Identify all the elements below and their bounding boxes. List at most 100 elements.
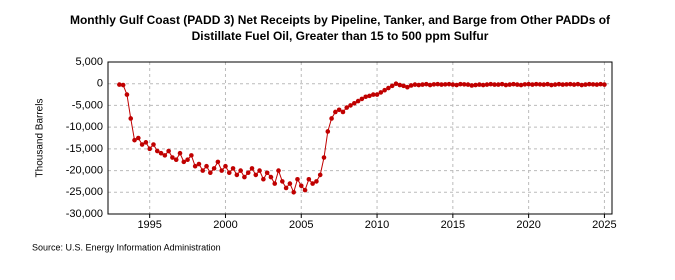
- data-point: [242, 174, 247, 180]
- data-point: [496, 82, 501, 87]
- data-point: [537, 82, 543, 87]
- data-point: [465, 82, 471, 87]
- data-point: [378, 90, 384, 95]
- data-point: [264, 170, 270, 176]
- data-point: [128, 116, 134, 121]
- y-tick-label: 5,000: [75, 56, 103, 68]
- plot-frame: [107, 61, 613, 215]
- chart-title: Distillate Fuel Oil, Greater than 15 to …: [192, 29, 489, 43]
- data-point: [166, 148, 171, 154]
- data-point: [477, 82, 482, 87]
- data-point: [427, 82, 433, 88]
- data-point: [170, 155, 175, 160]
- data-point: [355, 98, 361, 104]
- data-point: [386, 85, 391, 91]
- y-tick-label: -10,000: [66, 121, 103, 133]
- data-point: [352, 100, 357, 106]
- data-point: [522, 82, 528, 87]
- data-point: [484, 82, 490, 87]
- y-tick-label: -30,000: [66, 208, 103, 220]
- x-tick-label: 2005: [289, 219, 313, 231]
- data-point: [499, 81, 505, 87]
- data-point: [507, 82, 512, 87]
- data-point: [139, 142, 145, 147]
- data-point: [374, 92, 380, 97]
- data-point: [461, 82, 467, 87]
- data-point: [257, 168, 262, 173]
- x-tick-label: 2010: [365, 219, 389, 231]
- data-point: [564, 82, 569, 87]
- data-point: [226, 170, 232, 176]
- data-point: [124, 92, 130, 97]
- data-point: [552, 82, 558, 87]
- x-tick-label: 2025: [592, 219, 616, 231]
- data-point: [329, 116, 334, 121]
- data-point: [287, 181, 293, 186]
- data-point: [208, 170, 213, 176]
- data-point: [211, 166, 217, 171]
- data-point: [435, 81, 440, 87]
- data-point: [340, 109, 346, 115]
- data-point: [526, 81, 531, 87]
- data-point: [590, 82, 596, 87]
- data-point: [344, 105, 350, 110]
- data-point: [503, 82, 509, 88]
- y-tick-label: -5,000: [72, 99, 103, 111]
- data-point: [143, 140, 149, 145]
- data-point: [192, 163, 198, 169]
- data-point: [568, 81, 573, 87]
- data-point: [336, 107, 342, 113]
- data-point: [230, 166, 236, 171]
- data-point: [348, 103, 353, 108]
- y-tick-label: -25,000: [66, 186, 103, 198]
- y-tick-label: -20,000: [66, 164, 103, 176]
- data-point: [291, 189, 296, 195]
- data-point: [177, 150, 183, 156]
- data-point: [181, 159, 187, 165]
- data-point: [321, 155, 327, 160]
- x-tick-label: 2000: [213, 219, 237, 231]
- data-point: [583, 82, 588, 87]
- data-point: [458, 81, 463, 87]
- x-tick-label: 2020: [516, 219, 540, 231]
- data-point: [530, 82, 535, 87]
- data-point: [382, 87, 387, 93]
- y-tick-label: 0: [97, 78, 103, 90]
- data-point: [306, 176, 312, 182]
- data-point: [196, 161, 202, 167]
- data-point: [571, 82, 577, 87]
- data-point: [389, 83, 395, 89]
- data-point: [310, 181, 315, 186]
- data-point: [560, 82, 566, 87]
- data-point: [469, 83, 475, 88]
- data-point: [575, 81, 581, 87]
- data-point: [431, 82, 437, 87]
- data-point: [397, 82, 403, 88]
- data-point: [223, 163, 228, 169]
- data-point: [579, 82, 584, 88]
- x-tick-label: 2015: [441, 219, 465, 231]
- data-point: [416, 82, 422, 88]
- data-point: [162, 153, 168, 158]
- data-point: [117, 82, 122, 87]
- data-point: [412, 82, 418, 87]
- data-point: [204, 163, 209, 169]
- data-point: [514, 82, 520, 87]
- data-point: [325, 129, 331, 134]
- data-point: [408, 83, 414, 88]
- data-point: [234, 172, 240, 178]
- data-point: [488, 81, 494, 87]
- data-point: [185, 157, 190, 163]
- data-point: [283, 185, 289, 191]
- data-point: [151, 142, 156, 147]
- data-point: [594, 82, 600, 87]
- x-tick-label: 1995: [137, 219, 161, 231]
- data-point: [261, 176, 266, 182]
- data-point: [120, 82, 126, 88]
- data-point: [249, 166, 255, 171]
- data-point: [518, 82, 524, 88]
- data-point: [393, 81, 399, 87]
- data-point: [598, 81, 603, 87]
- y-tick-label: -15,000: [66, 143, 103, 155]
